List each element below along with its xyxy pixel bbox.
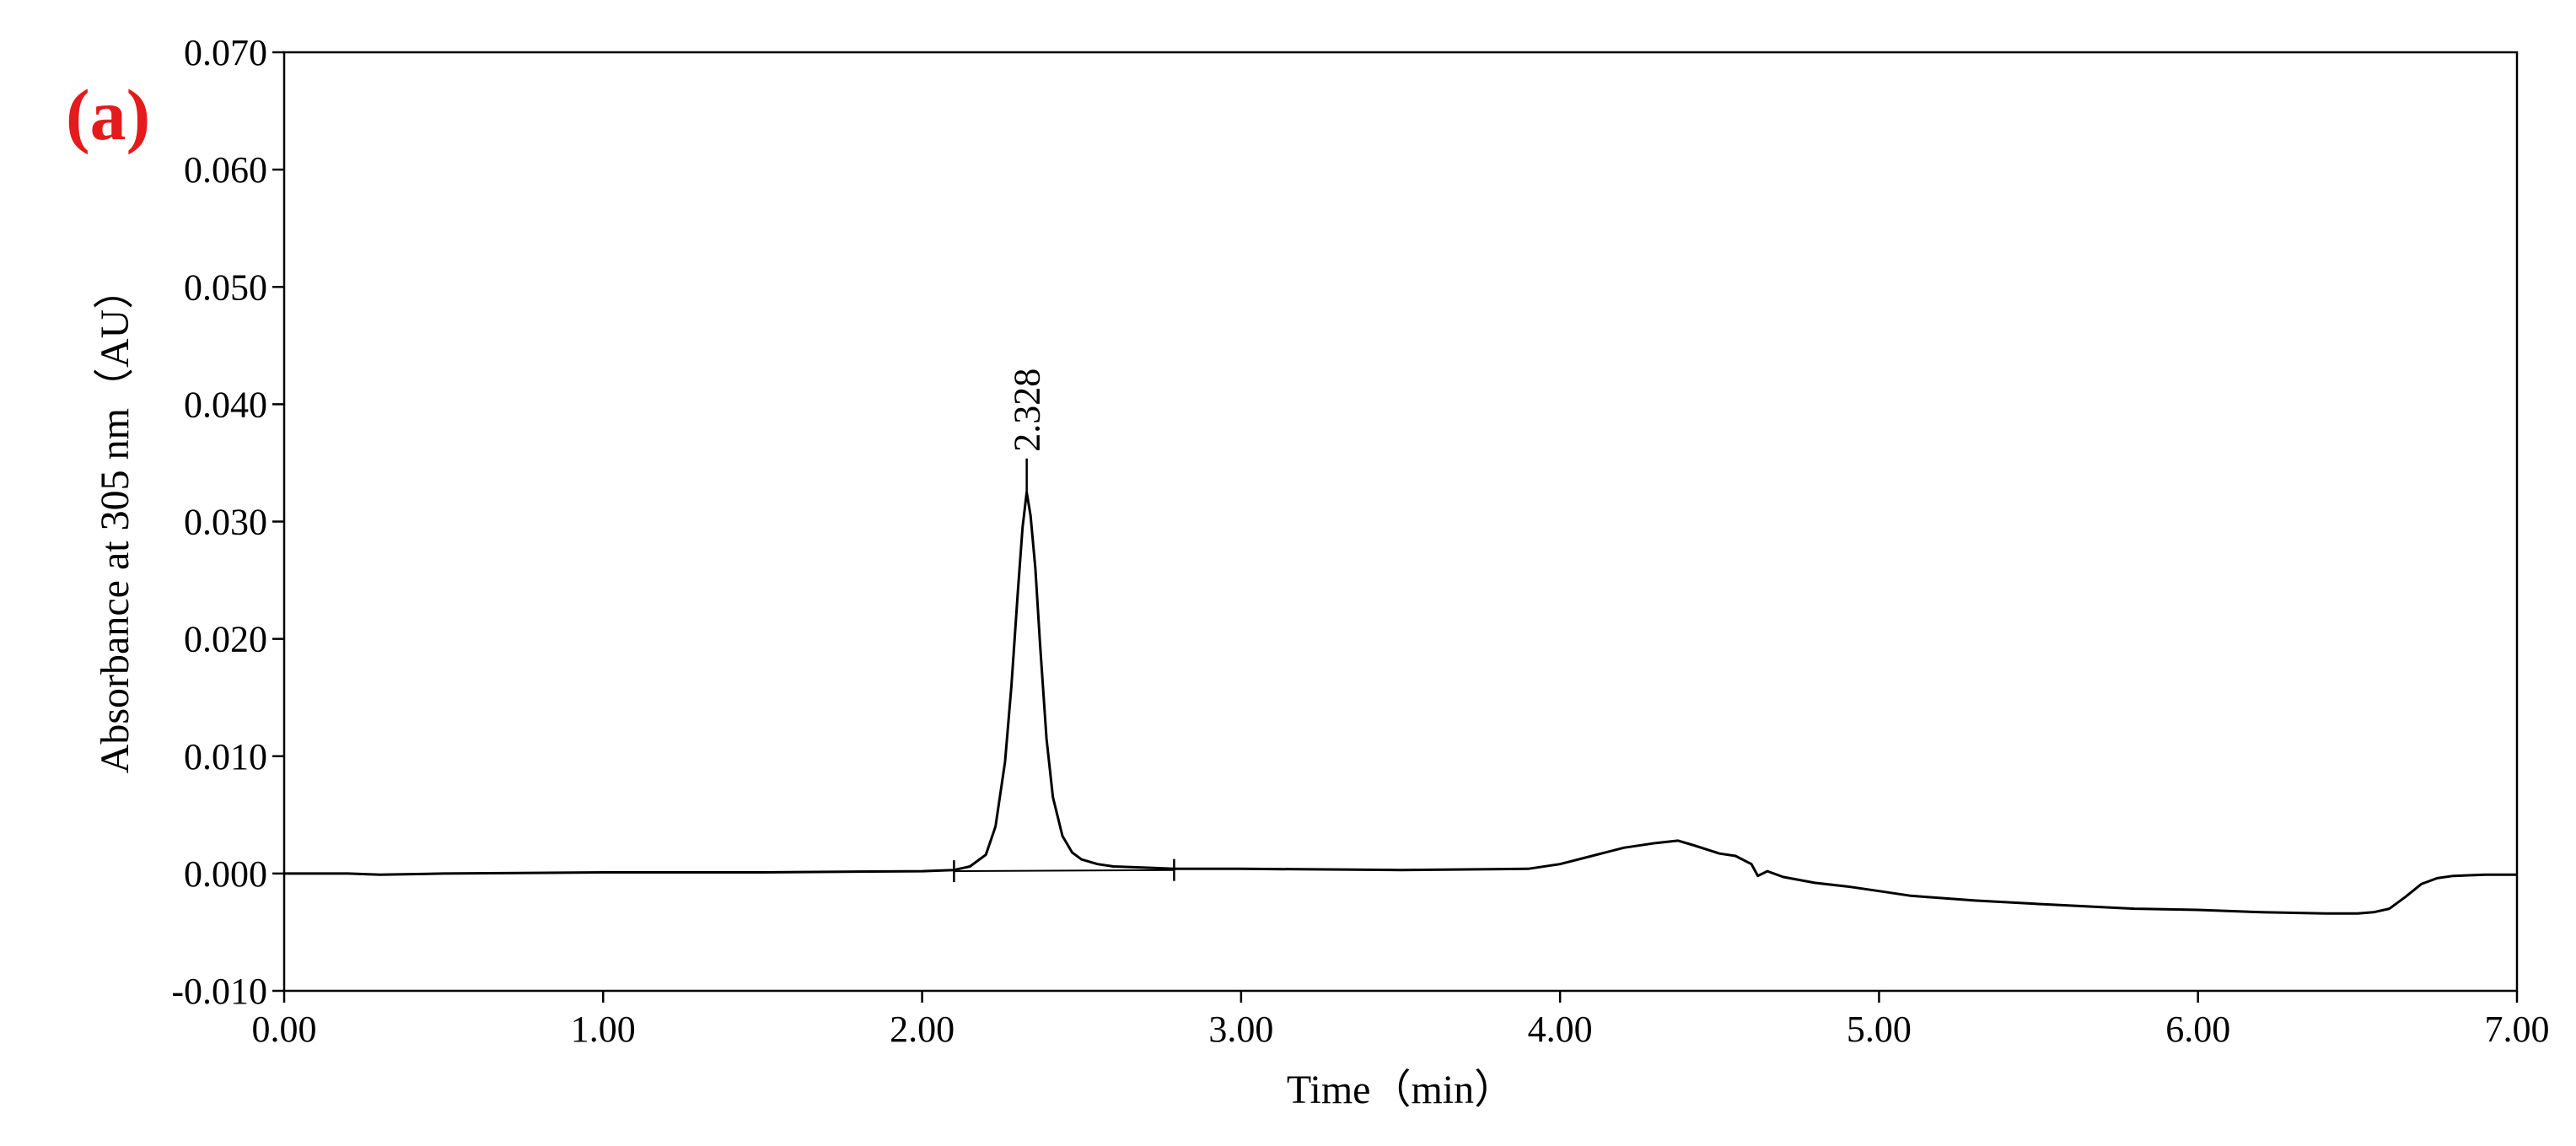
panel-label: (a) xyxy=(66,74,150,155)
x-tick-label: 0.00 xyxy=(252,1009,317,1050)
x-tick-label: 7.00 xyxy=(2485,1009,2550,1050)
plot-frame xyxy=(282,51,2519,993)
y-tick-label: 0.020 xyxy=(184,619,267,660)
y-axis-ticks: -0.010 0.000 0.010 0.020 0.030 0.040 0.050 0.06… xyxy=(171,32,284,1012)
integration-baseline xyxy=(954,869,1175,873)
x-tick-label: 6.00 xyxy=(2165,1009,2230,1050)
peak-label: 2.328 xyxy=(1007,369,1048,452)
y-tick-label: -0.010 xyxy=(171,971,267,1012)
x-tick-label: 3.00 xyxy=(1208,1009,1273,1050)
y-tick-label: 0.030 xyxy=(184,502,267,543)
y-tick-label: 0.040 xyxy=(184,384,267,425)
x-tick-label: 2.00 xyxy=(890,1009,955,1050)
x-axis-ticks: 0.00 1.00 2.00 3.00 4.00 5.00 6.00 7.00 xyxy=(252,991,2550,1050)
y-tick-label: 0.060 xyxy=(184,149,267,191)
y-axis-title: Absorbance at 305 nm（AU） xyxy=(93,269,137,774)
y-tick-label: 0.010 xyxy=(184,736,267,777)
x-tick-label: 5.00 xyxy=(1847,1009,1912,1050)
y-tick-label: 0.070 xyxy=(184,32,267,73)
x-tick-label: 1.00 xyxy=(571,1009,636,1050)
y-tick-label: 0.050 xyxy=(184,266,267,308)
x-axis-title: Time（min） xyxy=(1287,1068,1514,1112)
y-tick-label: 0.000 xyxy=(184,853,267,895)
x-tick-label: 4.00 xyxy=(1528,1009,1593,1050)
absorbance-trace xyxy=(284,491,2517,915)
